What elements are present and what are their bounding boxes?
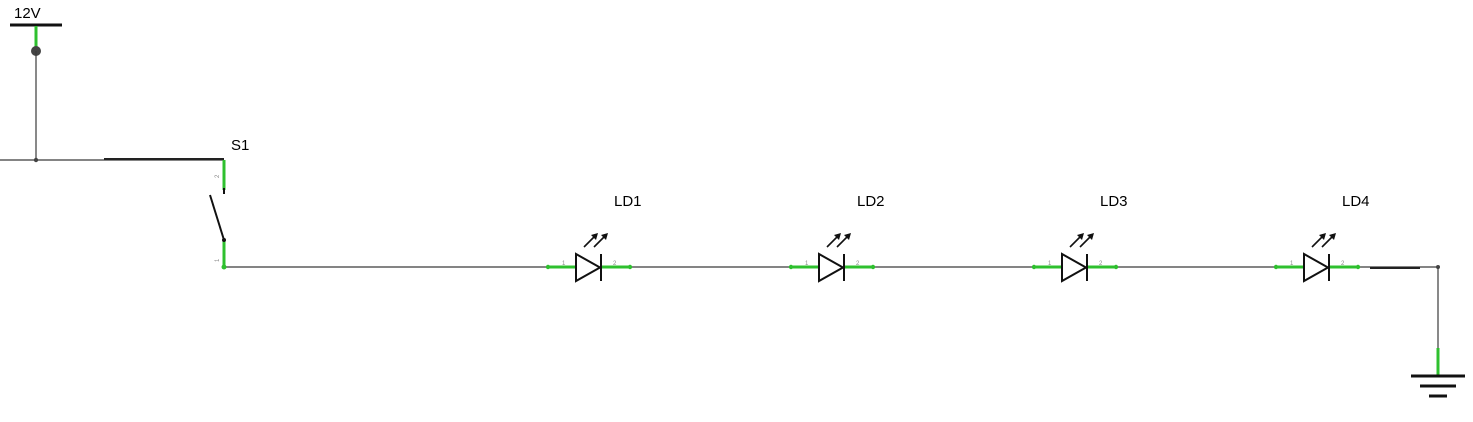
switch-label: S1	[231, 137, 249, 154]
led-pin-1-number: 1	[1048, 261, 1052, 267]
switch-pivot	[222, 238, 226, 242]
led-triangle	[1303, 252, 1331, 283]
led-label: LD4	[1342, 193, 1370, 210]
led-anode-end	[545, 264, 551, 270]
led-arrowhead-1	[591, 233, 598, 240]
led-anode-end	[788, 264, 794, 270]
led-arrowhead-2	[844, 233, 851, 240]
switch-lever	[209, 194, 225, 241]
led-arrowhead-1	[834, 233, 841, 240]
switch-pin-1-number: 1	[215, 258, 221, 262]
led-triangle	[575, 252, 603, 283]
led-anode-end	[1031, 264, 1037, 270]
led-group: LD1 1 2 LD2 1 2	[545, 193, 1370, 283]
switch-pin-1-end	[221, 264, 227, 270]
led-label: LD2	[857, 193, 885, 210]
led-arrowhead-1	[1077, 233, 1084, 240]
led-pin-1-number: 1	[562, 261, 566, 267]
power-label: 12V	[14, 5, 41, 22]
led-label: LD3	[1100, 193, 1128, 210]
led-triangle	[818, 252, 846, 283]
led-pin-2-number: 2	[613, 261, 617, 267]
led-arrowhead-2	[1329, 233, 1336, 240]
led-arrowhead-2	[1087, 233, 1094, 240]
led-triangle	[1061, 252, 1089, 283]
led-cathode-end	[1113, 264, 1119, 270]
led-cathode-end	[870, 264, 876, 270]
ground-symbol[interactable]	[1411, 348, 1465, 398]
led-pin-2-number: 2	[1099, 261, 1103, 267]
led-ld2[interactable]: LD2 1 2	[788, 193, 885, 283]
led-anode-end	[1273, 264, 1279, 270]
led-cathode-end	[1355, 264, 1361, 270]
led-label: LD1	[614, 193, 642, 210]
led-pin-1-number: 1	[805, 261, 809, 267]
led-arrowhead-1	[1319, 233, 1326, 240]
led-ld4[interactable]: LD4 1 2	[1273, 193, 1370, 283]
switch-pin-2-number: 2	[215, 174, 221, 178]
led-ld1[interactable]: LD1 1 2	[545, 193, 642, 283]
wires	[0, 51, 1440, 350]
led-pin-2-number: 2	[1341, 261, 1345, 267]
junction-top	[33, 157, 39, 163]
led-ld3[interactable]: LD3 1 2	[1031, 193, 1128, 283]
led-pin-2-number: 2	[856, 261, 860, 267]
led-arrowhead-2	[601, 233, 608, 240]
power-supply-12v[interactable]: 12V	[10, 5, 62, 56]
switch-s1[interactable]: S1 2 1	[209, 137, 249, 270]
led-cathode-end	[627, 264, 633, 270]
led-pin-1-number: 1	[1290, 261, 1294, 267]
